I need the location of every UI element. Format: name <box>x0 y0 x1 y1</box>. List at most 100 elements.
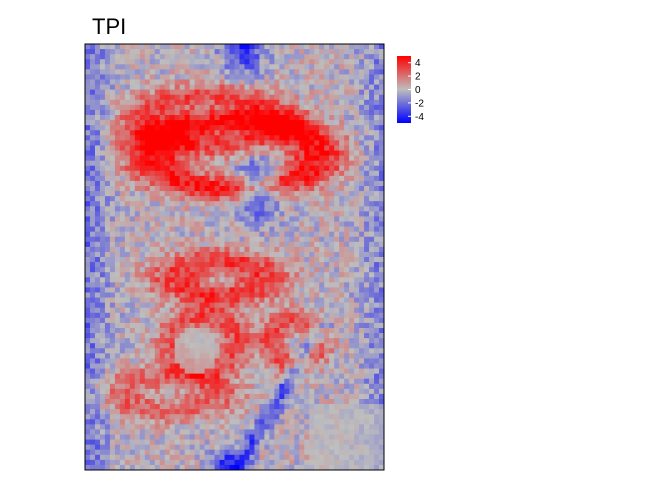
raster-cell <box>294 130 300 136</box>
raster-cell <box>154 292 161 298</box>
raster-cell <box>179 302 186 309</box>
raster-cell <box>149 307 156 314</box>
raster-cell <box>174 358 181 364</box>
raster-cell <box>269 246 275 253</box>
raster-cell <box>364 44 370 50</box>
raster-cell <box>149 99 156 106</box>
raster-cell <box>344 338 350 344</box>
raster-cell <box>114 191 121 197</box>
raster-cell <box>204 104 210 111</box>
raster-cell <box>374 140 380 146</box>
raster-cell <box>364 99 370 106</box>
raster-cell <box>129 54 136 60</box>
raster-cell <box>259 69 265 75</box>
raster-cell <box>134 368 141 375</box>
raster-cell <box>99 246 106 253</box>
raster-cell <box>214 69 220 75</box>
raster-cell <box>124 165 131 172</box>
raster-cell <box>99 125 106 131</box>
raster-cell <box>289 358 295 364</box>
raster-cell <box>169 368 176 375</box>
raster-cell <box>114 322 121 329</box>
raster-cell <box>149 241 156 248</box>
raster-cell <box>169 312 176 319</box>
raster-cell <box>369 89 375 96</box>
raster-cell <box>139 99 146 106</box>
raster-cell <box>114 165 121 172</box>
raster-cell <box>99 221 106 227</box>
raster-cell <box>234 333 240 339</box>
raster-cell <box>189 348 196 354</box>
raster-cell <box>164 393 171 400</box>
raster-cell <box>304 292 310 298</box>
raster-cell <box>159 404 166 410</box>
raster-cell <box>194 74 201 80</box>
raster-cell <box>359 348 365 354</box>
raster-cell <box>104 175 111 182</box>
raster-cell <box>164 287 171 293</box>
raster-cell <box>329 297 335 304</box>
raster-cell <box>354 175 360 182</box>
raster-cell <box>159 251 166 258</box>
raster-cell <box>309 383 315 390</box>
raster-cell <box>284 388 290 395</box>
raster-cell <box>314 69 320 75</box>
raster-cell <box>199 378 205 385</box>
raster-cell <box>354 393 360 400</box>
raster-cell <box>369 424 375 430</box>
raster-cell <box>144 109 151 116</box>
raster-cell <box>239 130 245 136</box>
raster-cell <box>374 64 380 70</box>
raster-cell <box>114 272 121 278</box>
raster-cell <box>269 89 275 96</box>
raster-cell <box>314 54 320 60</box>
raster-cell <box>85 307 91 314</box>
raster-cell <box>229 84 235 91</box>
raster-cell <box>154 363 161 369</box>
raster-cell <box>284 206 290 212</box>
raster-cell <box>299 196 305 202</box>
raster-cell <box>134 84 141 91</box>
raster-cell <box>289 69 295 75</box>
raster-cell <box>184 343 191 349</box>
raster-cell <box>359 454 365 461</box>
raster-cell <box>224 404 230 410</box>
raster-cell <box>364 328 370 334</box>
raster-cell <box>184 160 191 167</box>
raster-cell <box>289 109 295 116</box>
raster-cell <box>89 317 96 324</box>
raster-cell <box>94 388 101 395</box>
raster-cell <box>294 419 300 425</box>
raster-cell <box>364 59 370 65</box>
raster-cell <box>314 444 320 451</box>
raster-cell <box>304 231 310 238</box>
raster-cell <box>254 216 260 222</box>
raster-cell <box>279 322 285 329</box>
raster-cell <box>209 267 215 273</box>
raster-cell <box>154 135 161 141</box>
raster-cell <box>249 246 255 253</box>
raster-cell <box>179 140 186 146</box>
raster-cell <box>184 272 191 278</box>
raster-cell <box>264 104 270 111</box>
raster-cell <box>279 297 285 304</box>
raster-cell <box>85 74 91 80</box>
raster-cell <box>209 399 215 405</box>
raster-cell <box>99 94 106 101</box>
raster-cell <box>99 262 106 268</box>
raster-cell <box>344 145 350 151</box>
raster-cell <box>274 383 280 390</box>
raster-cell <box>174 69 181 75</box>
raster-cell <box>284 434 290 440</box>
raster-cell <box>204 145 210 151</box>
raster-cell <box>239 79 245 85</box>
raster-cell <box>114 54 121 60</box>
raster-cell <box>174 201 181 207</box>
raster-cell <box>294 282 300 288</box>
raster-cell <box>264 353 270 359</box>
raster-cell <box>269 307 275 314</box>
raster-cell <box>214 312 220 319</box>
raster-cell <box>209 251 215 258</box>
raster-cell <box>114 383 121 390</box>
raster-cell <box>254 434 260 440</box>
